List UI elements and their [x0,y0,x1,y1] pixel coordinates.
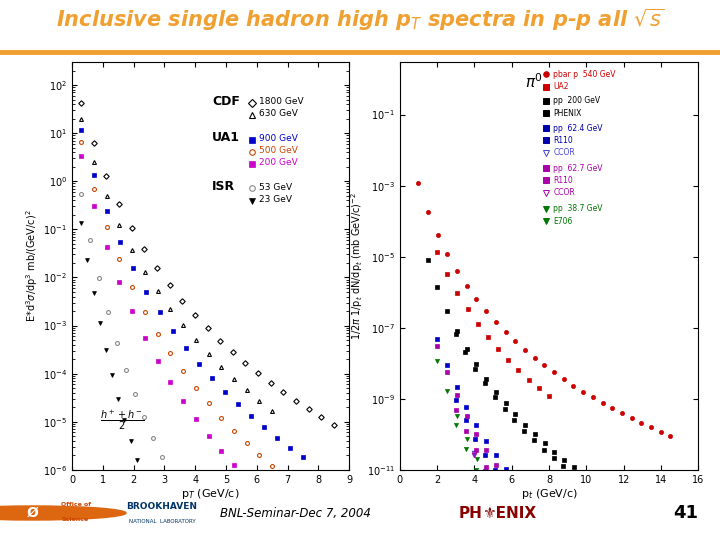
Text: 630 GeV: 630 GeV [259,110,298,118]
Text: CCOR: CCOR [554,188,575,197]
Text: NATIONAL  LABORATORY: NATIONAL LABORATORY [129,518,195,524]
Text: ⚜ENIX: ⚜ENIX [482,505,536,521]
Text: 23 GeV: 23 GeV [259,195,292,204]
Text: PH: PH [459,505,482,521]
Text: pp  62.4 GeV: pp 62.4 GeV [554,124,603,133]
Text: E706: E706 [554,217,573,226]
Y-axis label: 1/2$\pi$ 1/p$_t$ dN/dp$_t$ (mb GeV/c)$^{-2}$: 1/2$\pi$ 1/p$_t$ dN/dp$_t$ (mb GeV/c)$^{… [349,192,365,340]
Text: UA1: UA1 [212,131,240,144]
Text: pp  200 GeV: pp 200 GeV [554,96,600,105]
Text: Ø: Ø [27,506,38,520]
Text: Office of: Office of [61,502,91,508]
Text: 41: 41 [673,504,698,522]
Text: 200 GeV: 200 GeV [259,158,298,167]
Text: 53 GeV: 53 GeV [259,183,292,192]
Text: R110: R110 [554,136,573,145]
Text: ISR: ISR [212,180,235,193]
Text: 1800 GeV: 1800 GeV [259,97,304,106]
Text: BROOKHAVEN: BROOKHAVEN [127,502,197,511]
Text: 900 GeV: 900 GeV [259,134,298,143]
Text: Science: Science [61,517,89,522]
Text: UA2: UA2 [554,82,569,91]
Text: pbar p  540 GeV: pbar p 540 GeV [554,70,616,79]
Y-axis label: E*d$^3\sigma$/dp$^3$ mb/(GeV/c)$^2$: E*d$^3\sigma$/dp$^3$ mb/(GeV/c)$^2$ [24,210,40,322]
Text: $\frac{h^+ + h^-}{2}$: $\frac{h^+ + h^-}{2}$ [99,409,145,433]
Text: 500 GeV: 500 GeV [259,146,298,155]
Text: R110: R110 [554,176,573,185]
X-axis label: p$_T$ (GeV/c): p$_T$ (GeV/c) [181,488,240,502]
Text: CDF: CDF [212,94,240,107]
Circle shape [0,506,126,520]
Text: CCOR: CCOR [554,148,575,157]
Text: BNL-Seminar-Dec 7, 2004: BNL-Seminar-Dec 7, 2004 [220,507,371,519]
Text: pp  62.7 GeV: pp 62.7 GeV [554,164,603,173]
Text: pp  38.7 GeV: pp 38.7 GeV [554,204,603,213]
Text: $\pi^0$: $\pi^0$ [525,72,543,91]
Text: Inclusive single hadron high p$_T$ spectra in p-p all $\sqrt{s}$: Inclusive single hadron high p$_T$ spect… [55,6,665,33]
Text: PHENIX: PHENIX [554,109,582,118]
X-axis label: p$_t$ (GeV/c): p$_t$ (GeV/c) [521,488,577,502]
